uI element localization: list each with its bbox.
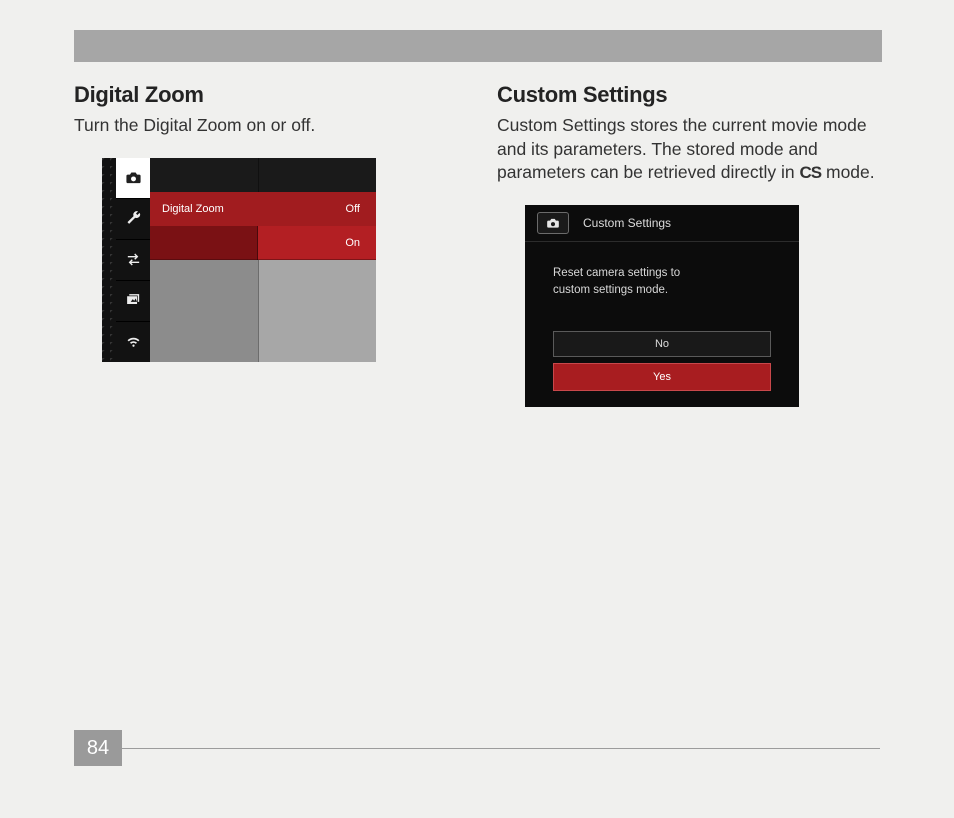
transfer-icon[interactable]: [116, 240, 150, 281]
dz-on-label: On: [345, 237, 360, 249]
dz-menu-label: Digital Zoom: [150, 203, 346, 215]
wifi-icon[interactable]: [116, 322, 150, 362]
cs-header-title: Custom Settings: [583, 216, 671, 230]
dz-top-strip: [150, 158, 376, 192]
cs-body-text: Reset camera settings to custom settings…: [553, 265, 680, 298]
cs-header: Custom Settings: [525, 205, 799, 241]
digital-zoom-screenshot: Digital Zoom Off On: [102, 158, 376, 362]
dz-grid-left: [150, 260, 258, 362]
digital-zoom-desc: Turn the Digital Zoom on or off.: [74, 114, 464, 138]
camera-icon[interactable]: [116, 158, 150, 199]
no-button[interactable]: No: [553, 331, 771, 357]
camera-frame-icon: [537, 212, 569, 234]
dz-divider: [258, 158, 259, 362]
dz-off-label: Off: [346, 203, 376, 215]
dz-sidebar: [102, 158, 150, 362]
custom-settings-section: Custom Settings Custom Settings stores t…: [497, 82, 887, 407]
digital-zoom-section: Digital Zoom Turn the Digital Zoom on or…: [74, 82, 464, 362]
dz-on-row-left: [150, 226, 258, 260]
digital-zoom-title: Digital Zoom: [74, 82, 464, 108]
yes-button[interactable]: Yes: [553, 363, 771, 391]
top-bar: [74, 30, 882, 62]
page-number-value: 84: [87, 737, 109, 760]
playback-icon[interactable]: [116, 281, 150, 322]
cs-desc-after: mode.: [821, 162, 875, 182]
dz-hatch-strip: [102, 158, 116, 362]
yes-label: Yes: [653, 371, 671, 383]
cs-separator: [525, 241, 799, 242]
dz-on-option[interactable]: On: [258, 226, 376, 260]
cs-mode-badge: CS: [800, 163, 822, 182]
custom-settings-screenshot: Custom Settings Reset camera settings to…: [525, 205, 799, 407]
page-number: 84: [74, 730, 122, 766]
custom-settings-title: Custom Settings: [497, 82, 887, 108]
no-label: No: [655, 338, 669, 350]
wrench-icon[interactable]: [116, 199, 150, 240]
footer-rule: [122, 748, 880, 749]
dz-menu-row[interactable]: Digital Zoom Off: [150, 192, 376, 226]
custom-settings-desc: Custom Settings stores the current movie…: [497, 114, 887, 185]
